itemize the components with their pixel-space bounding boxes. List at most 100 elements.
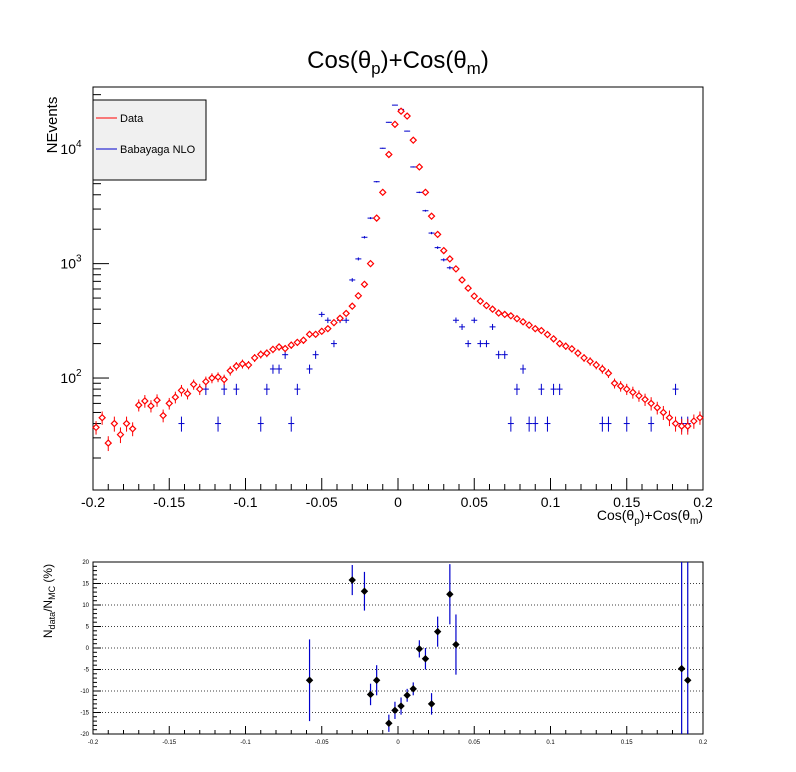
babayaga-point (538, 383, 545, 396)
babayaga-point (263, 383, 270, 396)
ratio-x-tick-label: -0.15 (162, 740, 176, 746)
babayaga-point (544, 416, 551, 432)
babayaga-point (465, 340, 472, 348)
data-point (385, 150, 393, 159)
main-x-tick-label: -0.05 (306, 494, 338, 510)
main-x-tick-label: -0.15 (153, 494, 185, 510)
ratio-point (409, 682, 417, 696)
data-point (391, 120, 399, 129)
ratio-point (421, 648, 430, 670)
babayaga-point (269, 364, 276, 374)
babayaga-point (489, 323, 496, 330)
babayaga-point (257, 416, 264, 432)
ratio-point (403, 688, 411, 702)
ratio-x-tick-label: -0.2 (88, 740, 99, 746)
ratio-x-tick-label: 0.2 (699, 740, 708, 746)
data-point (354, 291, 363, 300)
data-point (555, 339, 564, 348)
data-point (256, 350, 265, 359)
babayaga-point (459, 323, 466, 330)
data-point (177, 384, 186, 397)
data-point (110, 416, 119, 432)
data-point (439, 246, 448, 255)
data-point (427, 212, 436, 221)
ratio-y-tick-label: 5 (86, 625, 90, 631)
data-point (269, 345, 277, 354)
data-point (476, 297, 485, 305)
babayaga-point (294, 383, 301, 396)
data-point (183, 388, 192, 400)
babayaga-point (367, 217, 374, 220)
ratio-point (366, 683, 375, 706)
babayaga-point (526, 416, 533, 432)
data-point (299, 336, 308, 345)
babayaga-point (178, 416, 185, 432)
data-point (592, 360, 601, 370)
babayaga-point (233, 383, 240, 396)
ratio-y-tick-label: 20 (82, 560, 89, 566)
data-point (641, 393, 649, 406)
data-point (525, 321, 533, 329)
legend-label-data: Data (120, 113, 144, 125)
data-point (153, 394, 161, 407)
data-point (122, 416, 131, 432)
ratio-series (305, 562, 692, 734)
babayaga-series (178, 104, 691, 432)
main-x-axis-label: Cos(θp)+Cos(θm) (597, 507, 703, 527)
data-point (275, 343, 283, 351)
data-point (513, 314, 521, 323)
main-y-tick-label: 103 (60, 254, 82, 272)
data-point (208, 373, 216, 384)
data-point (610, 378, 619, 389)
data-point (195, 383, 204, 396)
main-y-tick-label: 104 (60, 139, 82, 157)
data-point (128, 422, 137, 437)
babayaga-point (550, 383, 557, 396)
legend-box (92, 99, 207, 181)
ratio-x-tick-label: 0.15 (621, 740, 633, 746)
ratio-x-tick-label: 0.1 (546, 740, 555, 746)
ratio-plot-frame (92, 561, 704, 735)
babayaga-point (416, 191, 423, 194)
babayaga-point (221, 383, 228, 396)
data-point (549, 335, 558, 343)
chart-title: Cos(θp)+Cos(θm) (307, 47, 489, 78)
babayaga-point (520, 364, 527, 374)
main-x-tick-label: -0.2 (81, 494, 105, 510)
babayaga-point (483, 340, 490, 348)
data-point (165, 397, 174, 410)
data-point (616, 381, 625, 392)
data-point (500, 310, 509, 319)
ratio-point (427, 693, 436, 715)
babayaga-point (513, 383, 520, 396)
babayaga-point (623, 416, 630, 432)
data-point (220, 374, 228, 385)
data-point (464, 284, 472, 293)
ratio-x-tick-label: 0 (396, 740, 400, 746)
babayaga-point (312, 350, 319, 359)
babayaga-point (471, 317, 478, 324)
main-y-tick-label: 102 (60, 368, 82, 386)
babayaga-point (355, 257, 362, 261)
data-point (403, 112, 411, 120)
data-point (250, 354, 259, 363)
main-plot-panel: -0.2 -0.15 -0.1 -0.05 0 0.05 0.1 0.15 0.2 102 103… (60, 86, 713, 510)
data-point (665, 410, 674, 427)
babayaga-point (330, 340, 337, 348)
data-point (92, 421, 100, 435)
data-point (226, 366, 235, 376)
data-point (647, 397, 655, 411)
data-point (305, 330, 314, 339)
data-point (433, 230, 442, 239)
data-point (214, 372, 222, 383)
data-point (622, 383, 631, 396)
babayaga-point (507, 416, 514, 432)
babayaga-point (215, 416, 222, 432)
data-point (330, 318, 338, 327)
data-series (92, 107, 704, 452)
ratio-y-tick-label: -5 (84, 668, 90, 674)
ratio-point (360, 571, 369, 611)
data-point (696, 411, 704, 425)
data-point (244, 360, 253, 370)
babayaga-point (379, 147, 386, 149)
